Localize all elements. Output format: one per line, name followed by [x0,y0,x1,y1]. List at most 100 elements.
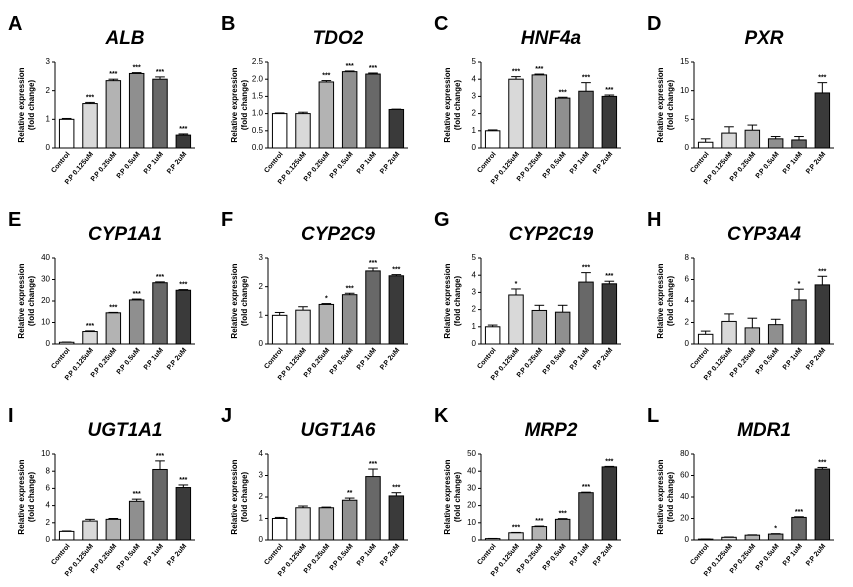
y-axis-label: (fold change) [666,80,675,131]
y-tick-label: 8 [685,253,690,262]
panel-label: J [221,405,232,427]
bar [578,281,594,345]
x-tick-label: P.P 1uM [569,543,591,568]
y-tick-label: 50 [467,449,476,458]
bar [601,283,618,345]
chart-title: PXR [744,28,783,49]
y-axis-label: (fold change) [27,80,36,131]
x-tick-label: P.P 1uM [356,347,378,372]
y-axis-label: (fold change) [240,472,249,523]
bar [152,78,168,149]
y-tick-label: 5 [685,114,690,123]
y-axis-label: Relative expression [443,459,452,534]
x-tick-label: Control [689,543,710,567]
y-tick-label: 1 [46,114,51,123]
significance-label: * [325,296,328,303]
bar [484,326,501,345]
significance-label: ** [347,490,353,497]
y-tick-label: 4 [46,501,51,510]
bar [744,534,761,541]
y-tick-label: 40 [41,253,50,262]
y-tick-label: 4 [472,270,477,279]
x-tick-label: P.P 1uM [782,151,804,176]
panel-label: E [8,209,21,231]
significance-label: *** [559,511,567,518]
significance-label: *** [559,89,567,96]
y-tick-label: 4 [685,296,690,305]
x-tick-label: P.P 0.5uM [329,347,355,376]
panel-label: K [434,405,449,427]
x-tick-label: P.P 1uM [143,543,165,568]
significance-label: *** [818,459,826,466]
bar [82,520,98,541]
significance-label: *** [582,265,590,272]
bar [388,495,405,541]
significance-label: *** [156,453,164,460]
x-tick-label: Control [50,151,71,175]
y-tick-label: 10 [41,449,50,458]
chart-title: HNF4a [521,28,582,49]
bar [82,331,98,345]
y-tick-label: 60 [680,471,689,480]
bar [128,299,145,345]
x-tick-label: P.P 0.5uM [542,347,568,376]
y-axis-label: Relative expression [443,263,452,338]
chart-title: UGT1A1 [88,420,163,441]
y-tick-label: 10 [41,318,50,327]
x-tick-label: P.P 2uM [805,151,827,176]
y-axis-label: Relative expression [230,263,239,338]
significance-label: *** [179,477,187,484]
y-tick-label: 0 [259,535,264,544]
y-tick-label: 1 [259,514,264,523]
bar [721,132,737,149]
y-tick-label: 0 [259,339,264,348]
bar [365,476,381,541]
y-tick-label: 1.5 [252,92,264,101]
bar [814,92,831,149]
x-tick-label: Control [50,543,71,567]
bar [744,129,761,149]
bar [767,138,784,149]
panel-label: F [221,209,233,231]
y-tick-label: 2 [685,318,690,327]
y-tick-label: 6 [46,484,51,493]
y-tick-label: 2 [259,282,264,291]
y-tick-label: 2.0 [252,74,264,83]
bar [531,74,548,149]
panel-label: B [221,13,235,35]
y-axis-label: (fold change) [240,80,249,131]
y-axis-label: (fold change) [240,276,249,327]
significance-label: *** [86,94,94,101]
significance-label: *** [346,285,354,292]
bar [318,303,335,345]
x-tick-label: P.P 0.5uM [755,151,781,180]
y-axis-label: (fold change) [453,472,462,523]
y-tick-label: 3 [259,253,264,262]
significance-label: *** [392,485,400,492]
y-tick-label: 0 [685,535,690,544]
bar [814,468,831,541]
y-axis-label: Relative expression [656,459,665,534]
bar [554,518,571,541]
significance-label: *** [346,63,354,70]
x-tick-label: P.P 1uM [143,151,165,176]
y-tick-label: 0 [46,535,51,544]
bar [341,294,358,345]
bar [365,270,381,345]
bar [82,103,98,149]
significance-label: *** [156,274,164,281]
bar [791,516,807,541]
panel-label: H [647,209,661,231]
significance-label: *** [512,524,520,531]
bar [271,113,288,149]
y-tick-label: 5 [472,57,477,66]
x-tick-label: Control [689,347,710,371]
bar [721,320,737,345]
bar [105,80,122,149]
bar [388,108,405,149]
significance-label: *** [582,484,590,491]
y-axis-label: Relative expression [230,459,239,534]
chart-title: CYP2C9 [301,224,375,245]
y-tick-label: 0.5 [252,126,264,135]
